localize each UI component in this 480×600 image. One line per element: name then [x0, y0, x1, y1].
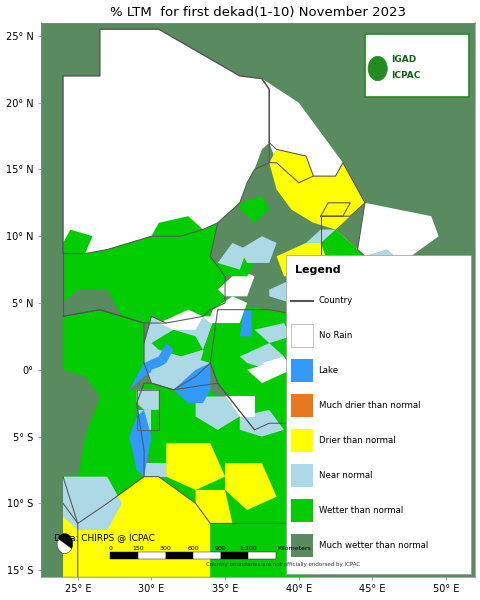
Polygon shape [166, 443, 225, 490]
Polygon shape [217, 250, 254, 276]
Text: No Rain: No Rain [318, 331, 351, 340]
Bar [248, 553, 275, 559]
Polygon shape [269, 149, 313, 183]
Polygon shape [305, 230, 335, 243]
Bar [165, 553, 192, 559]
Polygon shape [240, 310, 251, 337]
Polygon shape [107, 269, 158, 296]
Polygon shape [225, 463, 276, 510]
Polygon shape [240, 196, 269, 223]
Circle shape [367, 56, 386, 81]
Polygon shape [320, 230, 364, 276]
Polygon shape [136, 463, 166, 476]
Polygon shape [151, 330, 203, 356]
Polygon shape [240, 410, 283, 437]
Polygon shape [364, 250, 401, 276]
Polygon shape [305, 203, 467, 390]
Polygon shape [144, 310, 217, 390]
Text: Lake: Lake [318, 366, 338, 375]
Polygon shape [335, 303, 357, 323]
Polygon shape [158, 343, 173, 363]
Polygon shape [320, 203, 349, 216]
Polygon shape [240, 236, 276, 263]
Bar [290, 429, 313, 452]
Wedge shape [58, 533, 72, 548]
Polygon shape [261, 356, 291, 376]
Polygon shape [320, 230, 364, 296]
Bar [220, 553, 248, 559]
Bar [290, 464, 313, 487]
Wedge shape [57, 539, 72, 554]
Polygon shape [276, 484, 305, 523]
Polygon shape [151, 269, 203, 296]
Polygon shape [63, 476, 122, 530]
Polygon shape [63, 29, 269, 254]
Text: 0: 0 [108, 546, 112, 551]
Polygon shape [276, 243, 327, 276]
Polygon shape [63, 230, 92, 254]
Polygon shape [158, 310, 203, 330]
Polygon shape [247, 363, 276, 383]
Text: Country boundaries are not officially endorsed by ICPAC: Country boundaries are not officially en… [205, 562, 360, 567]
Text: 300: 300 [159, 546, 171, 551]
Polygon shape [210, 510, 305, 577]
Polygon shape [129, 356, 166, 390]
Polygon shape [203, 296, 247, 323]
Text: 600: 600 [187, 546, 198, 551]
Polygon shape [195, 149, 364, 316]
Polygon shape [136, 390, 158, 410]
Bar [110, 553, 138, 559]
Text: Near normal: Near normal [318, 471, 372, 480]
Text: 1,200: 1,200 [239, 546, 256, 551]
Text: IGAD: IGAD [390, 55, 415, 64]
Polygon shape [136, 410, 151, 430]
Polygon shape [180, 290, 217, 316]
Bar [290, 499, 313, 522]
Bar [364, 34, 468, 97]
Polygon shape [63, 223, 225, 323]
Text: 150: 150 [132, 546, 144, 551]
Bar [290, 533, 313, 557]
Polygon shape [291, 263, 313, 283]
Polygon shape [357, 203, 438, 263]
Polygon shape [261, 79, 342, 190]
Polygon shape [63, 476, 210, 577]
Text: 900: 900 [214, 546, 226, 551]
Polygon shape [269, 276, 305, 303]
Polygon shape [240, 343, 283, 370]
Text: ICPAC: ICPAC [390, 71, 419, 80]
Polygon shape [217, 243, 247, 269]
Bar [286, 256, 470, 574]
Polygon shape [195, 490, 232, 523]
Polygon shape [63, 310, 144, 397]
Polygon shape [217, 269, 254, 296]
Text: Country: Country [318, 296, 352, 305]
Polygon shape [195, 397, 240, 430]
Text: Data: CHIRPS @ ICPAC: Data: CHIRPS @ ICPAC [54, 533, 155, 542]
Polygon shape [136, 376, 313, 523]
Text: Legend: Legend [295, 265, 340, 275]
Polygon shape [173, 363, 210, 403]
Text: Drier than normal: Drier than normal [318, 436, 395, 445]
Text: Much drier than normal: Much drier than normal [318, 401, 419, 410]
Polygon shape [129, 410, 151, 476]
Bar [192, 553, 220, 559]
Text: Much wetter than normal: Much wetter than normal [318, 541, 427, 550]
Polygon shape [63, 290, 122, 316]
Polygon shape [151, 216, 203, 236]
Polygon shape [225, 397, 254, 416]
Title: % LTM  for first dekad(1-10) November 2023: % LTM for first dekad(1-10) November 202… [110, 5, 405, 19]
Bar [290, 324, 313, 347]
Text: Wetter than normal: Wetter than normal [318, 506, 402, 515]
Text: Kilometers: Kilometers [277, 546, 311, 551]
Polygon shape [195, 303, 327, 430]
Polygon shape [254, 323, 291, 343]
Polygon shape [63, 390, 144, 523]
Polygon shape [269, 156, 364, 230]
Polygon shape [151, 356, 210, 390]
Bar [290, 394, 313, 417]
Bar [138, 553, 165, 559]
Polygon shape [41, 22, 474, 577]
Bar [290, 359, 313, 382]
